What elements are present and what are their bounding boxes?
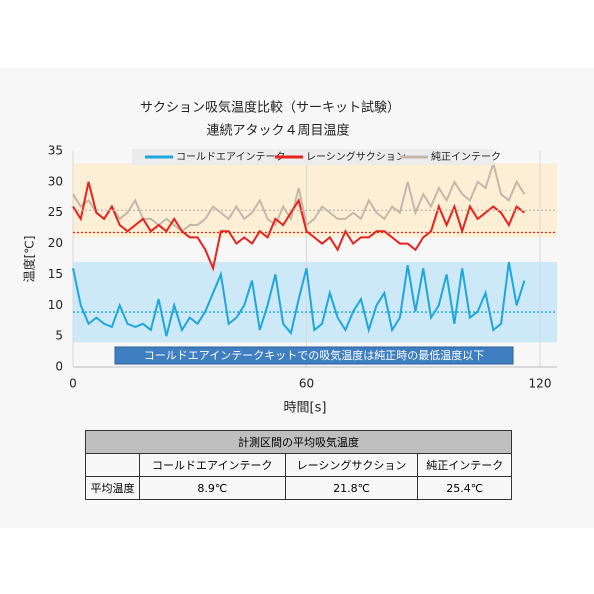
cell	[85, 453, 140, 477]
x-tick-label: 0	[69, 377, 77, 391]
x-tick-label: 120	[529, 377, 552, 391]
highlight-band	[73, 163, 557, 238]
legend-label: レーシングサクション	[306, 150, 406, 163]
x-tick-label: 60	[299, 377, 314, 391]
chart-subtitle: 連続アタック４周目温度	[206, 123, 349, 139]
header-cell: レーシングサクション	[284, 453, 419, 477]
series-line	[72, 261, 526, 337]
legend-box	[132, 149, 494, 165]
table-title: 計測区間の平均吸気温度	[85, 430, 512, 454]
annotation: コールドエアインテークキットでの吸気温度は純正時の最低温度以下	[144, 348, 484, 362]
y-tick-label: 10	[48, 298, 63, 312]
header-cell: 純正インテーク	[417, 453, 512, 477]
y-tick-label: 15	[48, 267, 63, 281]
y-tick-label: 30	[48, 174, 63, 188]
y-tick-label: 20	[48, 236, 63, 250]
legend-label: 純正インテーク	[431, 150, 501, 163]
series-line	[72, 159, 526, 233]
row-label: 平均温度	[85, 476, 140, 500]
y-tick-label: 5	[55, 329, 63, 343]
annotation-box	[114, 346, 514, 365]
x-axis-label: 時間[s]	[284, 401, 327, 416]
cell: 25.4℃	[417, 476, 512, 500]
y-axis-label: 温度[℃]	[22, 236, 37, 283]
header-cell: コールドエアインテーク	[138, 453, 286, 477]
cell: 21.8℃	[284, 476, 419, 500]
cell: 8.9℃	[138, 476, 286, 500]
y-tick-label: 25	[48, 205, 63, 219]
legend-label: コールドエアインテーク	[176, 151, 286, 163]
chart: サクション吸気温度比較（サーキット試験） 連続アタック４周目温度 時間[s] 温…	[22, 100, 557, 416]
chart-title: サクション吸気温度比較（サーキット試験）	[140, 100, 400, 116]
summary-table: 計測区間の平均吸気温度 コールドエアインテーク レーシングサクション 純正インテ…	[85, 430, 512, 500]
series-line	[72, 181, 526, 272]
y-tick-label: 0	[55, 360, 63, 374]
y-tick-label: 35	[48, 144, 63, 158]
